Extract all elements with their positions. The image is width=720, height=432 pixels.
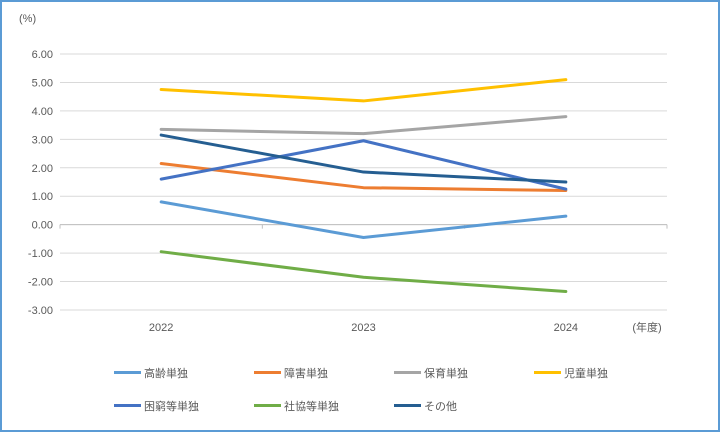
- y-axis-tick-label: -1.00: [28, 248, 53, 260]
- legend-line-swatch: [114, 404, 141, 407]
- legend-line-swatch: [394, 371, 421, 374]
- series-line: [159, 250, 568, 294]
- y-axis-tick-label: -3.00: [28, 305, 53, 317]
- legend-line-swatch: [534, 371, 561, 374]
- y-axis-tick-label: 1.00: [32, 191, 53, 203]
- y-axis-tick-label: 4.00: [32, 106, 53, 118]
- series-line: [159, 162, 568, 193]
- legend-label: その他: [424, 400, 457, 413]
- legend-label: 障害単独: [284, 367, 328, 380]
- series-line: [159, 78, 568, 103]
- legend-line-swatch: [114, 371, 141, 374]
- legend-label: 高齢単独: [144, 367, 188, 380]
- y-axis-tick-label: 6.00: [32, 49, 53, 61]
- legend-line-swatch: [254, 371, 281, 374]
- y-axis-tick-label: 5.00: [32, 77, 53, 89]
- legend-line-swatch: [254, 404, 281, 407]
- series-line: [159, 200, 568, 239]
- legend-label: 困窮等単独: [144, 400, 199, 413]
- legend-label: 保育単独: [424, 367, 468, 380]
- y-axis-tick-label: -2.00: [28, 277, 53, 289]
- legend-item: その他: [394, 399, 534, 413]
- y-axis-unit-label: (%): [19, 13, 37, 25]
- series-line: [159, 133, 568, 184]
- series-line: [159, 139, 568, 191]
- y-axis-tick-label: 0.00: [32, 220, 53, 232]
- legend-item: 高齢単独: [114, 366, 254, 380]
- x-axis-tick-label: 2022: [149, 322, 173, 334]
- x-axis-tick-label: 2024: [554, 322, 578, 334]
- chart-legend-row-2: 困窮等単独 社協等単独 その他: [114, 399, 534, 413]
- legend-label: 児童単独: [564, 367, 608, 380]
- legend-item: 保育単独: [394, 366, 534, 380]
- legend-item: 障害単独: [254, 366, 394, 380]
- legend-item: 困窮等単独: [114, 399, 254, 413]
- x-axis-unit-label: (年度): [632, 320, 661, 334]
- legend-item: 社協等単独: [254, 399, 394, 413]
- chart-legend-row-1: 高齢単独 障害単独 保育単独 児童単独: [114, 366, 674, 380]
- legend-item: 児童単独: [534, 366, 674, 380]
- y-axis-tick-label: 2.00: [32, 163, 53, 175]
- series-line: [159, 115, 568, 136]
- y-axis-tick-label: 3.00: [32, 134, 53, 146]
- x-axis-tick-label: 2023: [351, 322, 375, 334]
- legend-line-swatch: [394, 404, 421, 407]
- legend-label: 社協等単独: [284, 400, 339, 413]
